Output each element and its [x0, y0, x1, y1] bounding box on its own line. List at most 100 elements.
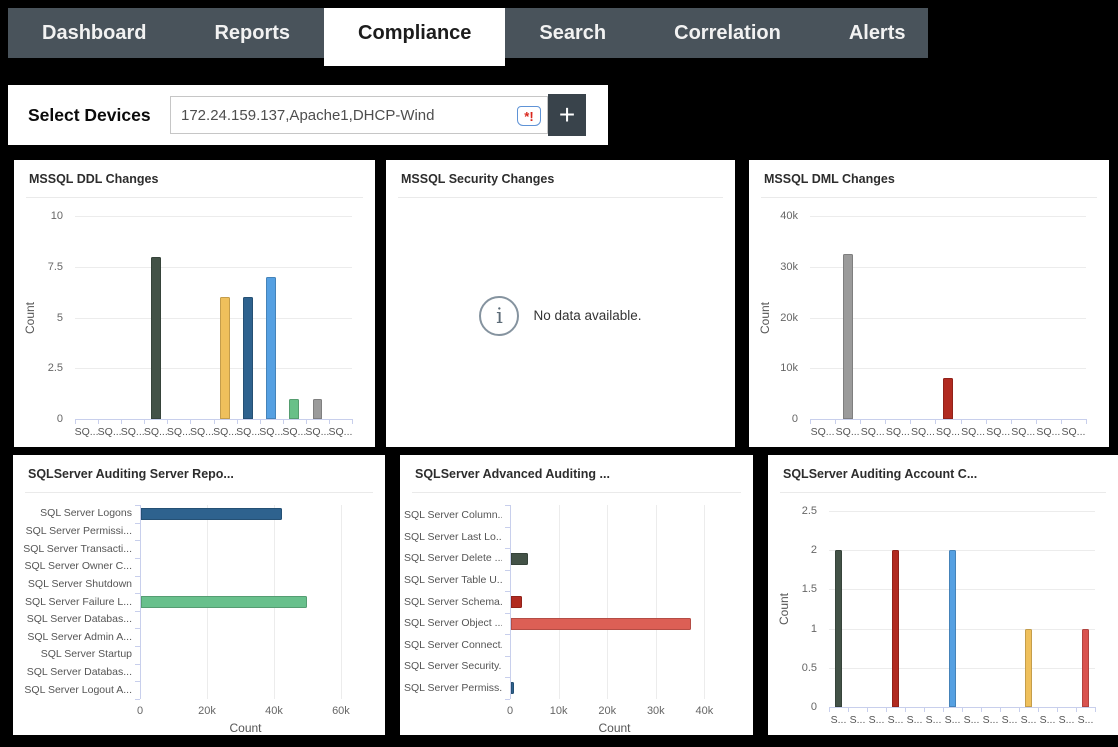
x-category-label: S... [982, 714, 999, 726]
y-axis-title: Count [23, 301, 37, 334]
y-category-label: SQL Server Databas... [26, 666, 132, 679]
bar[interactable] [891, 550, 900, 707]
bar[interactable] [948, 550, 957, 707]
bar[interactable] [842, 254, 853, 419]
x-axis-tick-label: 60k [332, 705, 350, 717]
bar[interactable] [511, 617, 691, 630]
divider [398, 197, 723, 198]
y-axis-tick-label: 5 [56, 311, 63, 324]
panel-mssql-ddl-changes: MSSQL DDL Changes 0 2.5 5 7.5 10 SQ... SQ... SQ… [14, 160, 375, 447]
chart-title: MSSQL DDL Changes [29, 172, 159, 186]
axis-tick [960, 419, 962, 424]
bar[interactable] [150, 256, 161, 419]
add-device-button[interactable]: + [548, 94, 586, 136]
axis-tick [505, 505, 510, 506]
x-axis-title: Count [229, 721, 262, 735]
gridline [340, 505, 342, 699]
axis-tick [135, 575, 140, 577]
y-category-label: SQL Server Databas... [26, 613, 132, 626]
x-axis-tick-label: 30k [646, 705, 665, 717]
chart-title: MSSQL DML Changes [764, 172, 895, 186]
y-axis-tick-label: 1 [810, 622, 817, 635]
y-axis-tick-label: 10k [780, 362, 798, 375]
bar[interactable] [289, 398, 300, 419]
tab-reports[interactable]: Reports [214, 22, 291, 44]
bar[interactable] [511, 552, 529, 565]
y-category-label: SQL Server Owner C... [24, 560, 132, 573]
no-data-message-wrap: i No data available. [386, 204, 735, 427]
chart-mssql-dml-changes[interactable]: 0 10k 20k 30k 40k SQ... SQ... SQ... SQ... SQ... SQ… [749, 204, 1109, 447]
axis-tick [328, 419, 330, 424]
x-axis-tick-label: 0 [136, 705, 144, 717]
axis-tick [1038, 707, 1039, 712]
panel-mssql-dml-changes: MSSQL DML Changes 0 10k 20k 30k 40k SQ... SQ..… [749, 160, 1109, 447]
y-axis-tick-label: 0 [810, 701, 817, 713]
tab-dashboard[interactable]: Dashboard [42, 22, 147, 44]
device-input[interactable]: 172.24.159.137,Apache1,DHCP-Wind *! [170, 96, 548, 134]
info-icon: i [479, 295, 520, 336]
gridline [829, 628, 1095, 630]
x-category-label: S... [1001, 714, 1018, 726]
axis-tick [885, 419, 887, 424]
gridline [810, 266, 1086, 268]
tab-correlation[interactable]: Correlation [674, 22, 781, 44]
y-category-label: SQL Server Object ... [404, 617, 502, 630]
chart-sqlserver-auditing-account-changes[interactable]: 0 0.5 1 1.5 2 2.5 S... S... S... S... S... S... S...… [768, 499, 1118, 735]
bar[interactable] [141, 507, 282, 520]
bar[interactable] [834, 550, 843, 707]
device-selector-bar: Select Devices 172.24.159.137,Apache1,DH… [8, 85, 608, 145]
x-category-label: SQ... [1011, 426, 1036, 438]
chart-sqlserver-auditing-server-reports[interactable]: 0 20k 40k 60k SQL Server Logons SQL Server Pe… [13, 499, 385, 735]
axis-tick [505, 569, 510, 571]
bar[interactable] [220, 297, 230, 419]
x-category-label: S... [963, 714, 980, 726]
x-axis-tick-label: 10k [549, 705, 568, 717]
y-category-label: SQL Server Security... [404, 660, 502, 673]
panel-sqlserver-auditing-server-reports: SQLServer Auditing Server Repo... 0 20k 40… [13, 455, 385, 735]
bar[interactable] [266, 276, 277, 419]
x-axis-tick-label: 40k [265, 705, 283, 717]
axis-tick [924, 707, 925, 712]
bar[interactable] [243, 297, 253, 419]
chart-mssql-ddl-changes[interactable]: 0 2.5 5 7.5 10 SQ... SQ... SQ... SQ... SQ... SQ...… [14, 204, 375, 447]
y-axis-tick-label: 2 [810, 544, 817, 557]
x-category-label: SQ... [236, 426, 261, 438]
x-category-label: S... [925, 714, 942, 726]
x-category-label: SQ... [936, 426, 960, 438]
bar[interactable] [511, 596, 523, 608]
axis-tick [135, 699, 140, 700]
bar[interactable] [1081, 628, 1090, 707]
axis-tick [505, 548, 510, 550]
bar[interactable] [312, 398, 323, 419]
tab-alerts[interactable]: Alerts [848, 22, 906, 44]
bar[interactable] [511, 682, 514, 695]
tab-compliance[interactable]: Compliance [324, 8, 506, 66]
y-axis-line [140, 505, 141, 699]
axis-tick [190, 419, 192, 424]
axis-tick [835, 419, 837, 424]
axis-tick [135, 593, 140, 595]
axis-tick [505, 634, 510, 636]
axis-tick [135, 663, 140, 665]
x-category-label: S... [906, 714, 923, 726]
x-category-label: SQ... [986, 426, 1011, 438]
x-category-label: SQ... [885, 426, 910, 438]
bar[interactable] [1024, 628, 1033, 707]
x-category-label: SQ... [259, 426, 284, 438]
axis-tick [981, 707, 982, 712]
required-asterisk-icon: *! [517, 106, 541, 126]
gridline [558, 505, 560, 699]
x-category-label: SQ... [305, 426, 330, 438]
x-category-label: S... [830, 714, 847, 726]
axis-tick [910, 419, 912, 424]
chart-sqlserver-advanced-auditing[interactable]: 0 10k 20k 30k 40k SQL Server Column... SQL Ser… [400, 499, 753, 735]
axis-tick [505, 526, 510, 528]
x-category-label: SQ... [74, 426, 99, 438]
bar[interactable] [943, 378, 953, 419]
tab-search[interactable]: Search [539, 22, 607, 44]
bar[interactable] [141, 596, 307, 608]
axis-tick [860, 419, 862, 424]
gridline [655, 505, 657, 699]
panel-sqlserver-advanced-auditing: SQLServer Advanced Auditing ... 0 10k 20k 3… [400, 455, 753, 735]
gridline [75, 216, 352, 217]
